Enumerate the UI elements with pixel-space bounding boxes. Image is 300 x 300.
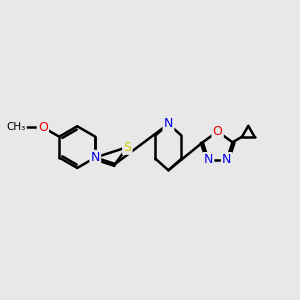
- Text: O: O: [213, 125, 223, 138]
- Text: CH₃: CH₃: [6, 122, 26, 132]
- Text: S: S: [123, 141, 131, 154]
- Text: O: O: [38, 121, 48, 134]
- Text: N: N: [222, 153, 232, 166]
- Text: N: N: [164, 117, 173, 130]
- Text: N: N: [91, 151, 100, 164]
- Text: N: N: [204, 153, 213, 166]
